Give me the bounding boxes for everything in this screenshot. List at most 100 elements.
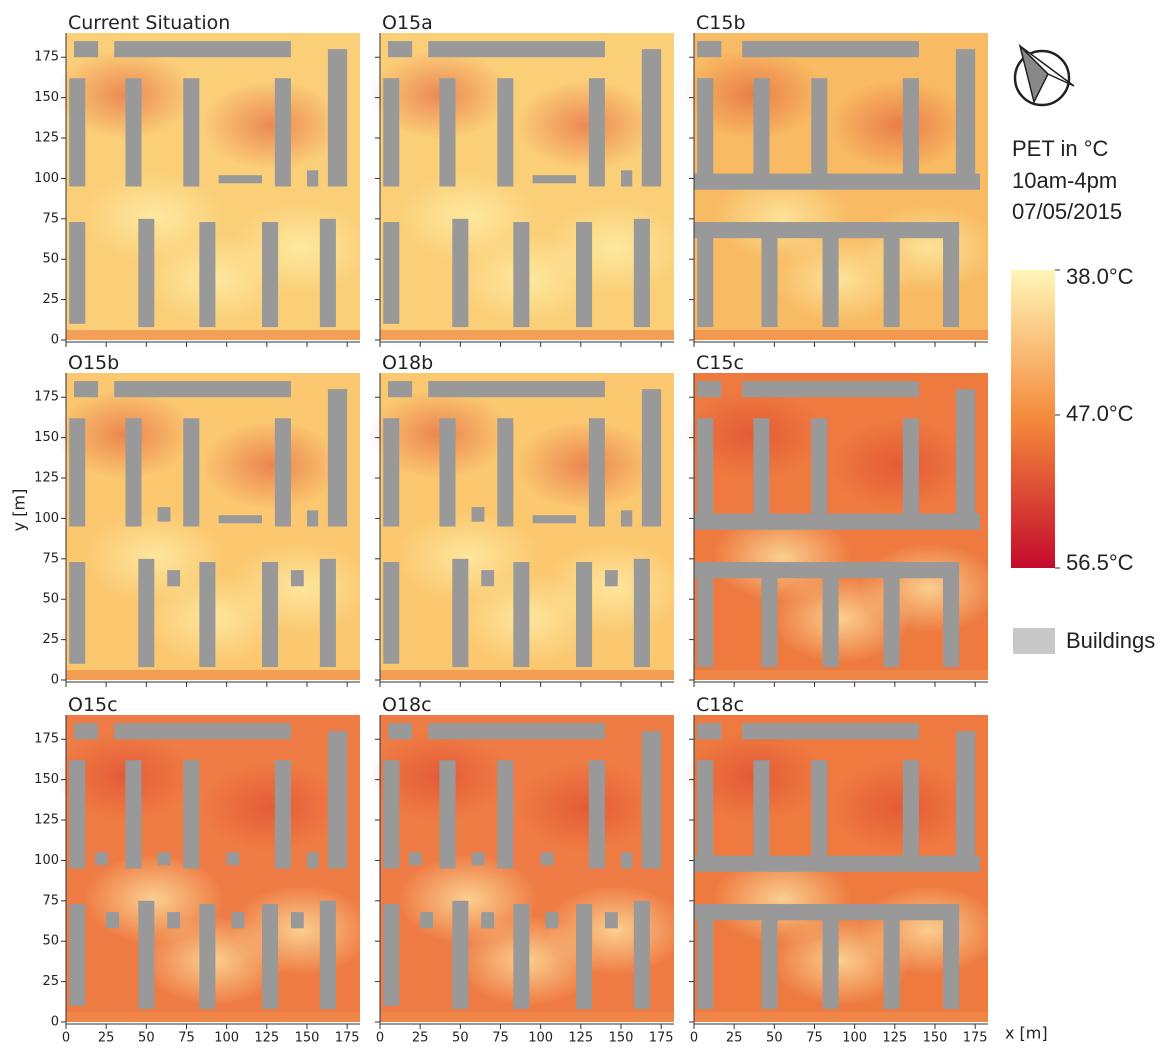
y-tick-label: 100: [34, 511, 59, 526]
building: [620, 170, 633, 187]
building: [822, 222, 839, 328]
x-tick-label: 100: [528, 1031, 553, 1046]
building: [633, 218, 650, 328]
building: [694, 513, 980, 530]
building: [822, 904, 839, 1010]
heatmap-patch: [829, 420, 970, 511]
heatmap-patch: [682, 49, 823, 140]
building: [576, 904, 593, 1010]
panel-title: O18c: [382, 694, 432, 716]
x-tick-label: 50: [452, 1031, 469, 1046]
panel-title: C18c: [696, 694, 744, 716]
building: [74, 41, 99, 58]
building: [471, 852, 485, 866]
heatmap-patch: [231, 202, 372, 293]
building: [226, 852, 240, 866]
x-tick-label: 125: [882, 1031, 907, 1046]
building: [641, 389, 662, 527]
heatmap-patch: [368, 731, 509, 822]
building: [157, 507, 171, 522]
building: [742, 723, 919, 740]
building: [114, 41, 291, 58]
panel-title: C15c: [696, 352, 744, 374]
heatmap-patch: [368, 389, 509, 480]
y-tick-label: 150: [34, 772, 59, 787]
panel: [682, 33, 1000, 340]
building: [388, 381, 413, 398]
legend-label: Buildings: [1066, 628, 1155, 653]
panel: [368, 373, 686, 680]
building: [497, 78, 514, 187]
heatmap-edge: [66, 1012, 360, 1022]
y-axis-label: y [m]: [10, 489, 29, 532]
building: [452, 900, 469, 1010]
y-tick-label: 75: [42, 211, 59, 226]
building: [69, 562, 86, 664]
building: [383, 760, 400, 869]
building: [306, 852, 319, 869]
x-tick-label: 100: [214, 1031, 239, 1046]
building: [428, 41, 605, 58]
building: [481, 912, 495, 929]
building: [943, 562, 960, 668]
building: [125, 418, 142, 527]
heatmap-edge: [66, 670, 360, 680]
building: [955, 389, 976, 527]
y-tick-label: 25: [42, 632, 59, 647]
x-tick-label: 0: [376, 1031, 384, 1046]
building: [428, 723, 605, 740]
x-tick-label: 150: [923, 1031, 948, 1046]
building: [513, 562, 530, 668]
building: [69, 760, 86, 869]
y-tick-label: 100: [34, 171, 59, 186]
building: [697, 760, 714, 869]
building: [306, 170, 319, 187]
building: [604, 912, 618, 929]
x-tick-label: 50: [766, 1031, 783, 1046]
heatmap-edge: [694, 1012, 988, 1022]
colorbar: [1011, 270, 1055, 568]
building: [588, 760, 605, 869]
y-tick-label: 75: [42, 551, 59, 566]
heatmap-patch: [859, 542, 1000, 633]
heatmap-edge: [380, 1012, 674, 1022]
heatmap-patch: [231, 542, 372, 633]
building: [274, 78, 291, 187]
y-tick-label: 125: [34, 471, 59, 486]
panel-title: O15a: [382, 12, 433, 34]
y-tick-label: 50: [42, 934, 59, 949]
building: [94, 852, 108, 866]
panel: [54, 715, 372, 1022]
building: [902, 418, 919, 527]
heatmap-edge: [380, 670, 674, 680]
building: [231, 912, 245, 929]
x-tick-label: 75: [492, 1031, 509, 1046]
panel: [54, 33, 372, 340]
building: [74, 723, 99, 740]
heatmap-edge: [694, 670, 988, 680]
building: [183, 760, 200, 869]
building: [883, 222, 900, 328]
heatmap-patch: [201, 80, 342, 171]
heatmap-edge: [694, 330, 988, 340]
legend-title: 10am-4pm: [1012, 168, 1117, 193]
building: [633, 900, 650, 1010]
colorbar-label: 47.0°C: [1066, 401, 1134, 426]
building: [943, 222, 960, 328]
building: [327, 389, 348, 527]
building: [290, 912, 304, 929]
building: [138, 900, 155, 1010]
heatmap-patch: [829, 80, 970, 171]
building: [604, 570, 618, 587]
colorbar-label: 38.0°C: [1066, 264, 1134, 289]
building: [114, 723, 291, 740]
building: [125, 78, 142, 187]
heatmap-patch: [545, 542, 686, 633]
building: [761, 562, 778, 668]
building: [481, 570, 495, 587]
building: [883, 562, 900, 668]
building: [199, 904, 216, 1010]
heatmap-patch: [545, 884, 686, 975]
y-tick-label: 0: [51, 673, 59, 688]
building: [532, 175, 576, 184]
